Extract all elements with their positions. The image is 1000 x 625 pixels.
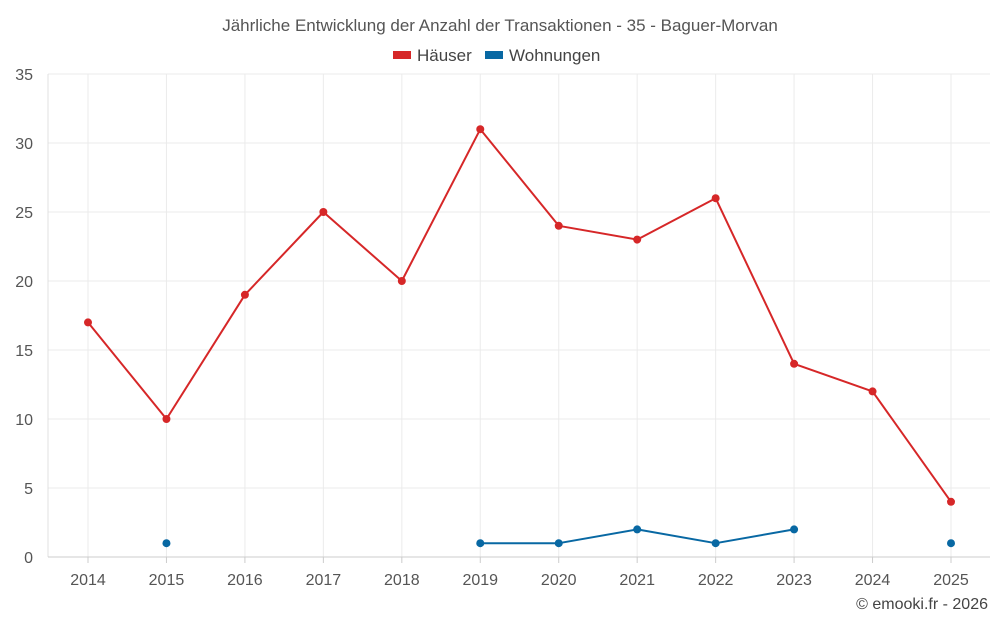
x-axis: 2014 2015 2016 2017 2018 2019 2020 2021 2022 2023… [48, 556, 990, 589]
legend-label-wohnungen[interactable]: Wohnungen [509, 46, 600, 65]
x-tick-label: 2015 [149, 572, 185, 589]
x-tick-label: 2024 [855, 572, 891, 589]
data-point [633, 525, 642, 534]
data-point [947, 497, 955, 506]
legend-swatch-haeuser [393, 51, 411, 59]
data-point [162, 539, 171, 548]
data-point [476, 125, 485, 134]
legend: Häuser Wohnungen [393, 46, 600, 65]
data-point [162, 415, 171, 423]
data-point [554, 539, 563, 548]
x-tick-label: 2016 [227, 572, 263, 589]
data-point [868, 387, 877, 396]
grid [47, 73, 990, 558]
y-tick-label: 20 [15, 274, 33, 291]
data-point [633, 235, 642, 244]
x-tick-label: 2017 [306, 572, 342, 589]
series-layer [84, 125, 955, 548]
y-tick-label: 15 [15, 343, 33, 360]
y-tick-label: 25 [15, 205, 33, 222]
data-point [711, 194, 720, 203]
x-tick-label: 2021 [619, 572, 655, 589]
data-point [947, 539, 955, 548]
data-point [790, 359, 799, 368]
x-tick-label: 2022 [698, 572, 734, 589]
legend-label-haeuser[interactable]: Häuser [417, 46, 472, 65]
y-tick-label: 5 [24, 481, 33, 498]
data-point [240, 290, 249, 299]
series-line-segment [714, 528, 796, 545]
series-line-segment [793, 362, 874, 393]
y-tick-label: 0 [24, 550, 33, 567]
data-point [711, 539, 720, 548]
x-tick-label: 2018 [384, 572, 420, 589]
credit-text: © emooki.fr - 2026 [856, 596, 988, 613]
data-point [397, 277, 406, 285]
series-1 [162, 525, 955, 548]
chart-title: Jährliche Entwicklung der Anzahl der Tra… [222, 16, 778, 35]
series-line-segment [557, 528, 639, 545]
data-point [319, 208, 328, 216]
series-line-segment [243, 211, 325, 296]
data-point [84, 318, 92, 327]
series-line-segment [87, 321, 168, 420]
series-line-segment [636, 528, 717, 545]
x-tick-label: 2020 [541, 572, 577, 589]
y-tick-label: 35 [15, 67, 33, 84]
x-tick-label: 2019 [462, 572, 498, 589]
series-line-segment [479, 128, 560, 227]
x-tick-label: 2023 [776, 572, 812, 589]
legend-swatch-wohnungen [485, 51, 503, 59]
series-line-segment [557, 224, 639, 241]
series-line-segment [400, 128, 482, 282]
y-tick-label: 10 [15, 412, 33, 429]
series-0 [84, 125, 955, 506]
series-line-segment [871, 390, 952, 503]
data-point [554, 221, 563, 230]
series-line-segment [714, 197, 796, 365]
data-point [476, 539, 485, 548]
x-tick-label: 2014 [70, 572, 106, 589]
data-point [790, 525, 799, 534]
x-tick-label: 2025 [933, 572, 969, 589]
series-line-segment [165, 293, 246, 420]
y-tick-label: 30 [15, 136, 33, 153]
series-line-segment [322, 211, 403, 282]
series-line-segment [636, 197, 717, 241]
y-axis: 0 5 10 15 20 25 30 35 [15, 67, 33, 567]
